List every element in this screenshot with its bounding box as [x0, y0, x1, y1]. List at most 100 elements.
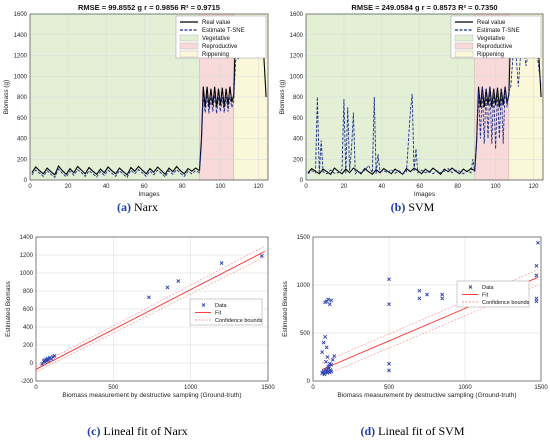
y-tick-label: 600: [23, 307, 34, 313]
data-point: [259, 253, 264, 258]
y-axis-label: Biomass (g): [279, 80, 286, 115]
x-tick-label: 1500: [261, 385, 275, 391]
y-tick-label: 1000: [20, 271, 34, 277]
y-tick-label: 1200: [20, 253, 34, 259]
y-tick-label: 1500: [297, 235, 311, 241]
data-point: [329, 369, 334, 374]
legend-swatch-patch: [454, 42, 474, 50]
data-point: [387, 277, 391, 282]
legend-swatch-patch: [179, 34, 199, 42]
series-line-real-value: [31, 27, 267, 176]
plot-c: 0 500 1000 1500-200020040060080010001200140…: [5, 235, 275, 399]
data-point: [534, 263, 539, 268]
y-tick-label: 400: [23, 325, 34, 331]
x-axis-label: Images: [138, 191, 160, 198]
x-axis-label: Biomass measurement by destructive sampl…: [337, 392, 516, 399]
y-tick-label: 0: [307, 379, 311, 385]
data-point: [425, 292, 429, 297]
data-point: [52, 353, 57, 358]
y-tick-label: 1200: [14, 54, 28, 60]
legend-box: [189, 298, 263, 326]
legend-label: Confidence bounds: [215, 318, 263, 324]
x-tick-label: 60: [141, 184, 148, 190]
data-point: [417, 288, 422, 293]
legend-label: Reproductive: [477, 44, 513, 50]
chart-panel-a: 0 20 40 60 80 100 1200200400600800100012001400…: [3, 3, 269, 198]
data-point: [534, 299, 539, 304]
caption-a: (a) Narx: [0, 200, 275, 215]
legend-label: Data: [215, 303, 228, 309]
y-tick-label: 1000: [290, 74, 304, 80]
y-tick-label: 0: [30, 361, 34, 367]
data-point: [440, 292, 445, 297]
data-point: [326, 297, 331, 302]
data-point: [417, 296, 422, 301]
legend-label: Confidence bounds: [482, 300, 530, 306]
x-tick-label: 20: [65, 184, 72, 190]
x-tick-label: 40: [103, 184, 110, 190]
data-point: [387, 368, 391, 373]
legend-swatch-marker: [468, 285, 473, 289]
x-tick-label: 80: [454, 184, 461, 190]
legend-swatch-patch: [454, 34, 474, 42]
y-tick-label: 800: [23, 289, 34, 295]
data-point: [332, 354, 337, 358]
x-tick-label: 120: [253, 184, 264, 190]
caption-c-text: Lineal fit of Narx: [103, 424, 188, 438]
y-tick-label: 1400: [14, 33, 28, 39]
legend-label: Vegetative: [477, 36, 506, 42]
x-tick-label: 0: [34, 385, 38, 391]
data-point: [326, 364, 331, 369]
y-tick-label: 1200: [290, 54, 304, 60]
caption-a-tag: (a): [117, 200, 131, 214]
y-tick-label: 200: [17, 157, 28, 163]
y-tick-label: 400: [293, 137, 304, 143]
caption-c: (c) Lineal fit of Narx: [0, 424, 275, 439]
x-tick-label: 500: [384, 385, 395, 391]
plot-a: 0 20 40 60 80 100 1200200400600800100012001400…: [3, 3, 269, 198]
chart-panel-b: 0 20 40 60 80 100 1200200400600800100012001400…: [279, 3, 544, 198]
x-tick-label: 120: [529, 184, 540, 190]
y-tick-label: 200: [23, 343, 34, 349]
y-tick-label: 800: [293, 95, 304, 101]
y-tick-label: 1400: [20, 235, 34, 241]
fit-line: [35, 250, 266, 370]
data-point: [325, 355, 330, 359]
chart-title: RMSE = 99.8552 g r = 0.9856 R² = 0.9715: [78, 3, 220, 12]
data-point: [40, 361, 45, 366]
caption-a-text: Narx: [134, 200, 158, 214]
series-line-real-value: [307, 27, 542, 176]
data-point: [322, 372, 327, 377]
x-tick-label: 20: [341, 184, 348, 190]
x-tick-label: 100: [215, 184, 226, 190]
x-axis-label: Biomass measurement by destructive sampl…: [62, 392, 241, 399]
y-tick-label: 200: [293, 157, 304, 163]
x-axis-label: Images: [414, 191, 436, 198]
confidence-bound-line: [35, 256, 266, 373]
y-tick-label: 1000: [14, 74, 28, 80]
chart-title: RMSE = 249.0584 g r = 0.8573 R² = 0.7350: [351, 3, 497, 12]
x-tick-label: 40: [378, 184, 385, 190]
x-tick-label: 100: [491, 184, 502, 190]
x-tick-label: 80: [179, 184, 186, 190]
data-point: [324, 345, 329, 350]
legend-label: Rippening: [477, 52, 504, 58]
plot-d: 0 500 1000 1500 0 500 1000 1500 Biomass measurem…: [282, 235, 548, 399]
x-tick-label: 0: [311, 385, 315, 391]
legend-label: Fit: [215, 311, 222, 317]
data-point: [387, 302, 391, 307]
legend-label: Real value: [202, 20, 231, 26]
legend-swatch-marker: [201, 303, 206, 307]
caption-d-text: Lineal fit of SVM: [378, 424, 465, 438]
caption-b-text: SVM: [408, 200, 435, 214]
confidence-bound-line: [321, 284, 539, 377]
data-point: [330, 357, 335, 362]
data-point: [323, 334, 328, 339]
chart-panel-c: 0 500 1000 1500-200020040060080010001200140…: [5, 235, 275, 399]
legend-label: Data: [482, 285, 495, 291]
legend-label: Reproductive: [202, 44, 238, 50]
data-point: [49, 357, 54, 361]
x-tick-label: 500: [108, 385, 119, 391]
x-tick-label: 1000: [184, 385, 198, 391]
y-axis-label: Estimated Biomass: [5, 280, 12, 336]
